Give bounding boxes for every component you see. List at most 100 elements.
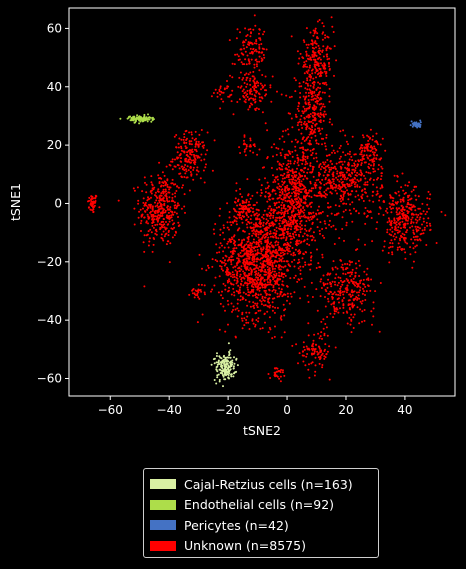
data-point: [344, 263, 346, 265]
data-point: [271, 244, 273, 247]
data-point: [215, 355, 218, 357]
data-point: [190, 133, 193, 136]
data-point: [328, 178, 330, 181]
data-point: [254, 294, 257, 297]
data-point: [165, 165, 168, 168]
data-point: [370, 217, 373, 219]
data-point: [249, 88, 252, 91]
data-point: [292, 201, 295, 204]
data-point: [155, 233, 158, 236]
data-point: [363, 150, 366, 153]
data-point: [234, 197, 237, 200]
data-point: [305, 107, 308, 110]
data-point: [310, 218, 313, 221]
data-point: [250, 270, 253, 273]
data-point: [309, 162, 312, 165]
data-point: [292, 235, 295, 238]
data-point: [141, 117, 143, 120]
data-point: [400, 204, 403, 207]
data-point: [235, 273, 238, 276]
data-point: [357, 194, 360, 197]
data-point: [254, 323, 257, 326]
data-point: [263, 84, 266, 87]
data-point: [348, 209, 351, 212]
data-point: [379, 282, 382, 284]
data-point: [331, 267, 334, 270]
data-point: [251, 263, 254, 266]
data-point: [232, 367, 235, 370]
data-point: [250, 261, 253, 264]
data-point: [239, 286, 242, 289]
data-point: [309, 64, 311, 67]
data-point: [300, 277, 303, 280]
data-point: [280, 204, 283, 207]
data-point: [353, 162, 356, 165]
data-point: [226, 269, 229, 272]
data-point: [231, 363, 234, 366]
data-point: [326, 154, 328, 157]
data-point: [226, 266, 229, 269]
data-point: [280, 265, 283, 268]
data-point: [226, 226, 229, 229]
data-point: [293, 291, 296, 294]
data-point: [219, 85, 222, 88]
data-point: [243, 63, 246, 66]
data-point: [297, 128, 300, 131]
data-point: [305, 82, 308, 85]
data-point: [284, 187, 287, 190]
data-point: [421, 229, 424, 232]
data-point: [279, 371, 282, 374]
data-point: [233, 356, 235, 359]
data-point: [292, 191, 295, 193]
data-point: [367, 285, 370, 287]
data-point: [291, 232, 294, 235]
data-point: [271, 262, 274, 264]
data-point: [333, 214, 336, 216]
data-point: [288, 191, 291, 194]
data-point: [278, 194, 281, 197]
data-point: [362, 282, 365, 285]
data-point: [294, 253, 297, 256]
data-point: [167, 240, 170, 243]
data-point: [356, 306, 359, 309]
data-point: [333, 186, 336, 189]
data-point: [309, 251, 312, 254]
data-point: [260, 303, 263, 306]
data-point: [257, 209, 260, 211]
data-point: [310, 130, 313, 133]
data-point: [250, 278, 253, 281]
data-point: [299, 52, 302, 55]
data-point: [417, 124, 420, 127]
data-point: [274, 192, 277, 195]
data-point: [232, 305, 235, 308]
data-point: [350, 313, 353, 316]
data-point: [252, 28, 255, 31]
data-point: [309, 216, 312, 219]
data-point: [251, 93, 254, 96]
data-point: [324, 296, 326, 298]
data-point: [255, 107, 258, 110]
data-point: [268, 198, 271, 201]
data-point: [272, 211, 275, 214]
data-point: [426, 210, 428, 213]
data-point: [285, 221, 288, 224]
data-point: [315, 213, 318, 216]
data-point: [364, 243, 366, 246]
data-point: [365, 290, 368, 293]
data-point: [247, 276, 250, 279]
data-point: [412, 221, 415, 224]
data-point: [328, 95, 331, 98]
x-tick-label: 0: [283, 403, 291, 417]
data-point: [380, 175, 383, 177]
data-point: [288, 250, 291, 253]
data-point: [317, 356, 320, 359]
data-point: [230, 365, 233, 368]
data-point: [158, 182, 161, 185]
x-tick-label: −60: [98, 403, 123, 417]
data-point: [362, 287, 364, 290]
data-point: [264, 191, 267, 193]
data-point: [238, 227, 241, 230]
data-point: [294, 79, 297, 82]
data-point: [144, 119, 147, 122]
data-point: [350, 331, 353, 334]
